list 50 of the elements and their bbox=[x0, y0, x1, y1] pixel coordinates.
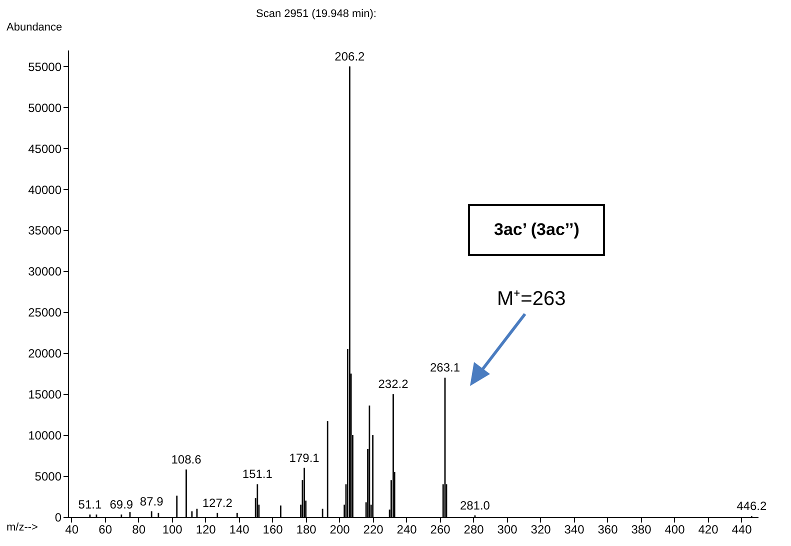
annotation: 446.2 bbox=[736, 499, 767, 514]
x-tick-label: 380 bbox=[631, 522, 652, 536]
annotation: 263.1 bbox=[430, 360, 460, 375]
y-tick-label: 25000 bbox=[28, 306, 62, 320]
annotation: 69.9 bbox=[110, 498, 134, 512]
annotation: 3ac’ (3ac’’) bbox=[468, 204, 606, 256]
x-tick-label: 440 bbox=[732, 522, 752, 536]
x-tick-label: 320 bbox=[530, 522, 552, 536]
y-tick-label: 10000 bbox=[28, 428, 62, 443]
x-tick-label: 200 bbox=[330, 522, 350, 536]
x-tick-label: 420 bbox=[698, 522, 719, 536]
annotation: 87.9 bbox=[140, 494, 164, 508]
annotation: 108.6 bbox=[171, 452, 202, 466]
annotation: 51.1 bbox=[78, 498, 102, 512]
annotation: 281.0 bbox=[460, 498, 490, 512]
x-tick-label: 280 bbox=[464, 522, 484, 536]
x-tick-label: 120 bbox=[196, 522, 216, 536]
x-tick-label: 100 bbox=[162, 522, 183, 536]
x-tick-label: 40 bbox=[65, 522, 79, 536]
x-tick-label: 180 bbox=[296, 522, 317, 536]
y-tick-label: 20000 bbox=[28, 346, 62, 361]
annotation: M⁺=263 bbox=[497, 287, 566, 311]
x-axis-title: m/z--> bbox=[6, 522, 38, 534]
y-axis-title: Abundance bbox=[6, 22, 62, 34]
x-tick-label: 340 bbox=[564, 522, 585, 536]
annotation: 232.2 bbox=[378, 377, 409, 392]
y-tick-label: 15000 bbox=[28, 388, 62, 402]
x-tick-label: 220 bbox=[363, 522, 384, 536]
x-tick-label: 240 bbox=[396, 522, 418, 536]
y-tick-label: 5000 bbox=[34, 470, 62, 484]
y-tick-label: 30000 bbox=[28, 264, 62, 279]
x-tick-label: 80 bbox=[132, 522, 146, 536]
y-tick-label: 45000 bbox=[28, 142, 62, 156]
chart-title: Scan 2951 (19.948 min): bbox=[256, 8, 376, 20]
y-tick-label: 50000 bbox=[28, 100, 62, 115]
x-tick-label: 400 bbox=[664, 522, 686, 536]
annotation: 151.1 bbox=[242, 467, 273, 482]
x-tick-label: 300 bbox=[497, 522, 518, 536]
x-tick-label: 60 bbox=[98, 522, 112, 536]
annotation: 127.2 bbox=[202, 496, 233, 510]
annotation: 179.1 bbox=[289, 450, 320, 465]
y-tick-label: 35000 bbox=[28, 224, 62, 238]
y-tick-label: 40000 bbox=[28, 182, 62, 197]
x-tick-label: 260 bbox=[430, 522, 451, 536]
x-tick-label: 360 bbox=[598, 522, 618, 536]
annotation: 206.2 bbox=[334, 49, 366, 64]
y-tick-label: 0 bbox=[54, 510, 62, 524]
x-tick-label: 160 bbox=[262, 522, 284, 536]
y-tick-label: 55000 bbox=[28, 60, 62, 74]
x-tick-label: 140 bbox=[229, 522, 250, 536]
